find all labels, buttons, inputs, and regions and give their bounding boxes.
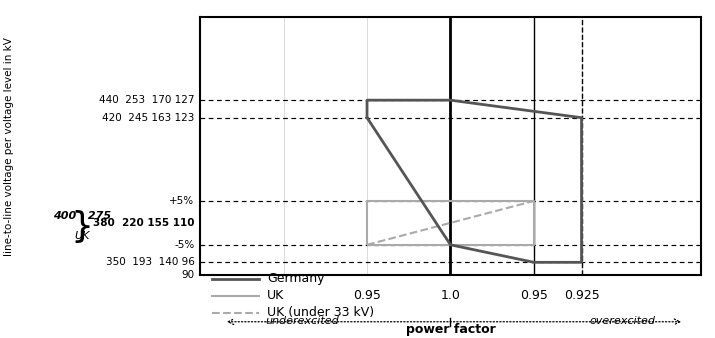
Text: line-to-line voltage per voltage level in kV: line-to-line voltage per voltage level i… <box>4 37 14 256</box>
Text: power factor: power factor <box>405 323 495 336</box>
Text: 400   275: 400 275 <box>53 211 112 221</box>
Text: UK: UK <box>267 289 285 302</box>
Text: -5%: -5% <box>174 240 194 250</box>
Text: Germany: Germany <box>267 272 325 285</box>
Text: 350  193  140 96: 350 193 140 96 <box>106 257 194 267</box>
Text: 1.0: 1.0 <box>440 289 460 302</box>
Text: UK: UK <box>74 231 90 241</box>
Text: 380  220 155 110: 380 220 155 110 <box>93 218 194 228</box>
Text: 90: 90 <box>182 270 194 281</box>
Text: overexcited: overexcited <box>589 316 655 326</box>
Text: 420  245 163 123: 420 245 163 123 <box>102 113 194 123</box>
Text: UK (under 33 kV): UK (under 33 kV) <box>267 306 374 319</box>
Text: underexcited: underexcited <box>266 316 340 326</box>
Text: }: } <box>71 210 94 244</box>
Text: 440  253  170 127: 440 253 170 127 <box>99 95 194 105</box>
Text: 0.95: 0.95 <box>520 289 548 302</box>
Text: 0.95: 0.95 <box>353 289 381 302</box>
Text: 0.925: 0.925 <box>563 289 599 302</box>
Text: +5%: +5% <box>169 196 194 206</box>
